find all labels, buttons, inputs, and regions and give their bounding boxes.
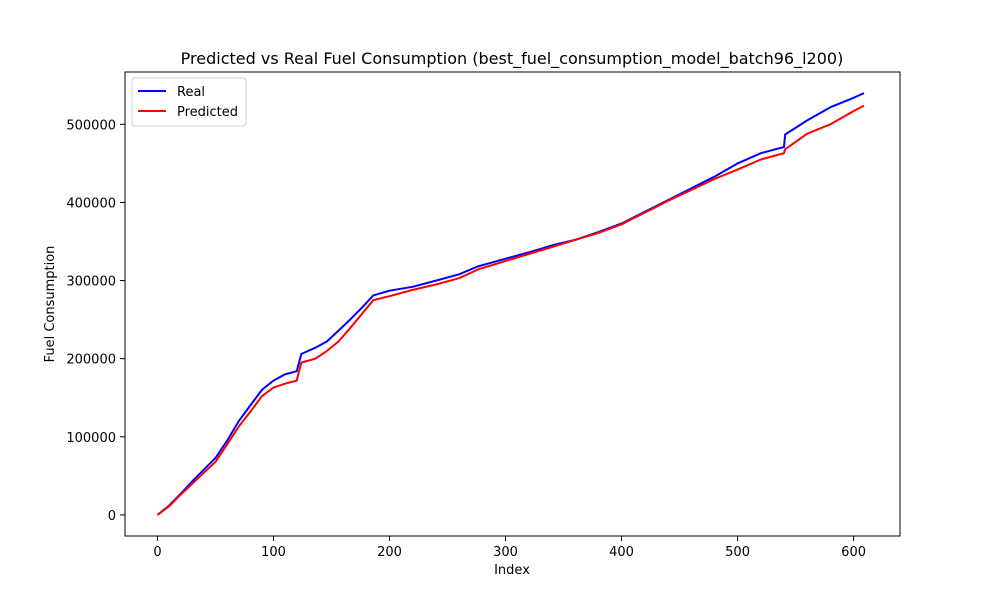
y-tick-label: 500000 (66, 118, 116, 133)
series-line-real (156, 92, 865, 516)
x-axis-label: Index (494, 563, 530, 578)
x-tick-label: 300 (493, 545, 518, 560)
x-tick-label: 0 (153, 545, 161, 560)
y-tick-label: 400000 (66, 196, 116, 211)
x-tick-label: 600 (841, 545, 866, 560)
x-tick-label: 100 (261, 545, 286, 560)
legend-label-predicted: Predicted (177, 105, 238, 120)
y-tick-label: 0 (108, 509, 116, 524)
x-tick-label: 200 (377, 545, 402, 560)
series-line-predicted (156, 104, 865, 516)
y-tick-label: 200000 (66, 353, 116, 368)
y-axis-ticks: 0 100000 200000 300000 400000 500000 (66, 118, 125, 524)
y-axis-label: Fuel Consumption (43, 246, 58, 363)
chart-title: Predicted vs Real Fuel Consumption (best… (181, 49, 844, 69)
legend-label-real: Real (177, 85, 205, 100)
plot-area (124, 71, 901, 537)
legend: Real Predicted (131, 77, 247, 127)
x-tick-label: 500 (725, 545, 750, 560)
y-tick-label: 100000 (66, 431, 116, 446)
x-axis-ticks: 0 100 200 300 400 500 600 (153, 536, 866, 560)
series-layer (156, 92, 865, 516)
y-tick-label: 300000 (66, 275, 116, 290)
x-tick-label: 400 (609, 545, 634, 560)
